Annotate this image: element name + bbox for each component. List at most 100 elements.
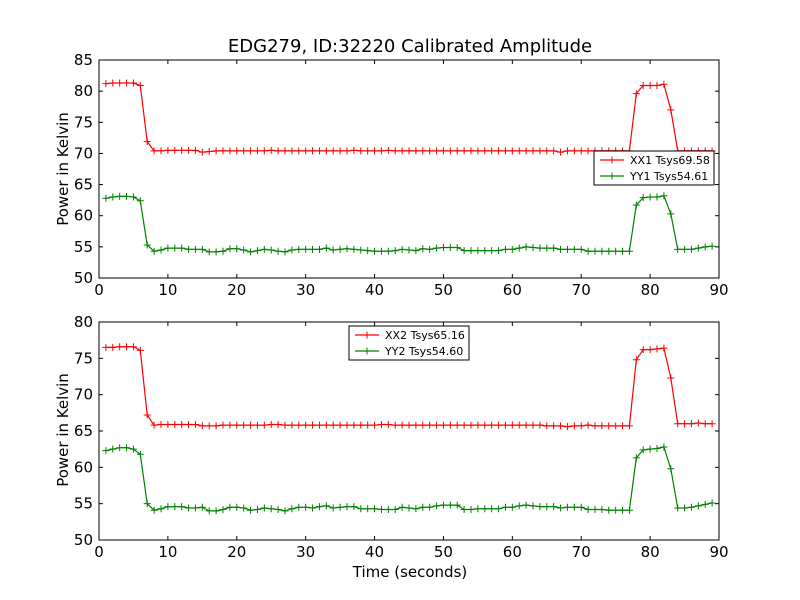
data-point-marker (467, 505, 475, 513)
data-point-marker (171, 244, 179, 252)
data-point-marker (625, 247, 633, 255)
data-point-marker (612, 506, 620, 514)
data-point-marker (474, 147, 482, 155)
data-point-marker (619, 422, 627, 430)
data-point-marker (446, 147, 454, 155)
data-point-marker (357, 421, 365, 429)
data-point-marker (178, 146, 186, 154)
x-tick-label: 60 (503, 543, 522, 561)
data-point-marker (288, 421, 296, 429)
data-point-marker (247, 248, 255, 256)
data-point-marker (653, 82, 661, 90)
data-point-marker (419, 147, 427, 155)
y-tick-label: 50 (74, 269, 93, 287)
data-point-marker (336, 245, 344, 253)
legend-label: YY2 Tsys54.60 (384, 345, 463, 358)
data-point-marker (247, 506, 255, 514)
data-point-marker (632, 356, 640, 364)
data-point-marker (612, 247, 620, 255)
data-point-marker (109, 79, 117, 87)
data-point-marker (433, 502, 441, 510)
data-point-marker (467, 147, 475, 155)
data-point-marker (322, 502, 330, 510)
data-point-marker (433, 421, 441, 429)
data-point-marker (219, 147, 227, 155)
data-point-marker (185, 504, 193, 512)
data-point-marker (336, 147, 344, 155)
data-point-marker (405, 504, 413, 512)
data-point-marker (687, 420, 695, 428)
data-point-marker (426, 147, 434, 155)
data-point-marker (646, 445, 654, 453)
legend-label: XX1 Tsys69.58 (630, 154, 710, 167)
data-point-marker (460, 421, 468, 429)
data-point-marker (474, 505, 482, 513)
data-point-marker (164, 146, 172, 154)
data-point-marker (460, 247, 468, 255)
y-tick-label: 70 (74, 144, 93, 162)
y-tick-label: 60 (74, 207, 93, 225)
data-point-marker (377, 147, 385, 155)
data-point-marker (109, 445, 117, 453)
data-point-marker (116, 444, 124, 452)
data-point-marker (550, 244, 558, 252)
data-point-marker (557, 504, 565, 512)
data-point-marker (563, 423, 571, 431)
data-point-marker (198, 148, 206, 156)
data-point-marker (309, 504, 317, 512)
data-point-marker (288, 505, 296, 513)
data-point-marker (550, 422, 558, 430)
data-point-marker (150, 247, 158, 255)
data-point-marker (309, 147, 317, 155)
data-point-marker (219, 505, 227, 513)
data-point-marker (226, 421, 234, 429)
data-point-marker (515, 244, 523, 252)
data-point-marker (295, 245, 303, 253)
data-point-marker (377, 420, 385, 428)
data-point-marker (109, 193, 117, 201)
y-tick-label: 65 (74, 422, 93, 440)
data-point-marker (412, 421, 420, 429)
data-point-marker (150, 421, 158, 429)
data-point-marker (281, 421, 289, 429)
data-point-marker (116, 79, 124, 87)
data-point-marker (136, 82, 144, 90)
data-point-marker (495, 505, 503, 513)
data-point-marker (536, 421, 544, 429)
data-point-marker (157, 420, 165, 428)
data-point-marker (322, 421, 330, 429)
legend-box-bottom (348, 325, 470, 361)
data-point-marker (667, 106, 675, 114)
data-point-marker (109, 343, 117, 351)
data-point-marker (667, 374, 675, 382)
data-point-marker (557, 148, 565, 156)
x-tick-label: 50 (434, 281, 453, 299)
data-point-marker (178, 420, 186, 428)
data-point-marker (371, 421, 379, 429)
data-point-marker (619, 247, 627, 255)
data-point-marker (646, 193, 654, 201)
y-tick-label: 55 (74, 495, 93, 513)
data-point-marker (501, 503, 509, 511)
data-point-marker (439, 147, 447, 155)
data-point-marker (364, 505, 372, 513)
data-point-marker (605, 422, 613, 430)
y-tick-label: 65 (74, 176, 93, 194)
data-point-marker (439, 243, 447, 251)
data-point-marker (646, 346, 654, 354)
data-point-marker (329, 421, 337, 429)
data-point-marker (212, 507, 220, 515)
data-point-marker (632, 90, 640, 98)
legend-marker (363, 331, 371, 339)
data-point-marker (233, 503, 241, 511)
data-point-marker (129, 79, 137, 87)
data-point-marker (543, 503, 551, 511)
data-point-marker (343, 245, 351, 253)
data-point-marker (123, 444, 131, 452)
data-point-marker (350, 146, 358, 154)
data-point-marker (233, 147, 241, 155)
data-point-marker (157, 147, 165, 155)
data-point-marker (274, 147, 282, 155)
data-point-marker (281, 147, 289, 155)
